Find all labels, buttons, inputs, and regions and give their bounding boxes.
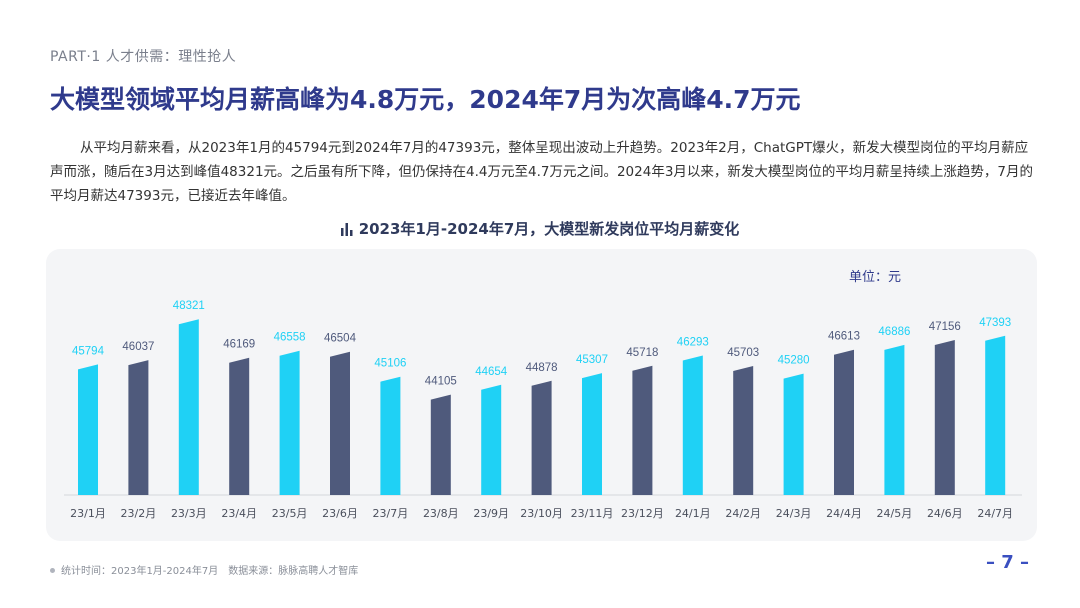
salary-bar-chart: 45794 23/1月 46037 23/2月 48321 23/3月 46169 23/4月…	[64, 300, 1022, 520]
x-tick-label: 23/11月	[571, 507, 614, 520]
data-source: 数据来源：脉脉高聘人才智库	[228, 566, 359, 577]
data-label: 46613	[828, 331, 860, 343]
x-tick-label: 23/12月	[621, 507, 664, 520]
data-label: 44105	[425, 376, 457, 388]
bar-24/4月	[834, 349, 854, 495]
x-tick-label: 24/6月	[927, 507, 963, 520]
bar-23/5月	[279, 350, 300, 495]
bar-23/11月	[582, 373, 602, 495]
stat-time: 统计时间：2023年1月-2024年7月	[61, 566, 219, 577]
x-tick-label: 23/9月	[473, 507, 509, 520]
bar-24/7月	[985, 335, 1006, 495]
x-tick-label: 23/6月	[322, 507, 358, 520]
intro-paragraph: 从平均月薪来看，从2023年1月的45794元到2024年7月的47393元，整…	[50, 139, 1034, 204]
data-label: 46169	[223, 339, 255, 351]
bar-23/12月	[632, 365, 653, 495]
x-tick-label: 24/7月	[977, 507, 1013, 520]
bar-23/3月	[178, 319, 199, 495]
bar-23/1月	[78, 364, 98, 495]
bar-23/4月	[229, 357, 250, 495]
x-tick-label: 23/4月	[221, 507, 257, 520]
bar-23/9月	[481, 384, 502, 495]
bar-24/2月	[733, 366, 754, 495]
data-label: 45280	[778, 355, 810, 367]
data-label: 45106	[374, 358, 406, 370]
x-tick-label: 23/7月	[373, 507, 409, 520]
unit-label: 单位：元	[849, 270, 902, 285]
x-tick-label: 23/2月	[121, 507, 157, 520]
footer-note: 统计时间：2023年1月-2024年7月 数据来源：脉脉高聘人才智库	[50, 562, 358, 577]
data-label: 45718	[626, 347, 658, 359]
bar-23/2月	[128, 360, 149, 495]
x-tick-label: 23/1月	[70, 507, 106, 520]
data-label: 45794	[72, 345, 105, 357]
x-tick-label: 24/1月	[675, 507, 711, 520]
data-label: 45703	[727, 347, 759, 359]
x-tick-label: 24/2月	[725, 507, 761, 520]
page-title: 大模型领域平均月薪高峰为4.8万元，2024年7月为次高峰4.7万元	[50, 85, 801, 114]
x-tick-label: 23/8月	[423, 507, 459, 520]
bar-23/6月	[330, 351, 350, 495]
bar-23/8月	[430, 394, 451, 495]
data-label: 44878	[526, 362, 558, 374]
x-tick-label: 23/5月	[272, 507, 308, 520]
data-label: 48321	[173, 300, 205, 312]
x-tick-label: 24/3月	[776, 507, 812, 520]
data-label: 46037	[122, 341, 154, 353]
x-tick-label: 24/4月	[826, 507, 862, 520]
bar-24/6月	[934, 340, 955, 495]
data-label: 46886	[878, 326, 910, 338]
bar-23/7月	[380, 376, 401, 495]
bar-24/1月	[682, 355, 703, 495]
data-label: 46504	[324, 333, 357, 345]
data-label: 44654	[475, 366, 508, 378]
data-label: 47156	[929, 321, 961, 333]
section-label: PART·1 人才供需：理性抢人	[50, 49, 237, 65]
data-label: 45307	[576, 354, 608, 366]
chart-title: 2023年1月-2024年7月，大模型新发岗位平均月薪变化	[358, 220, 740, 238]
bar-23/10月	[531, 380, 552, 495]
data-label: 46293	[677, 337, 709, 349]
chart-title-row: 2023年1月-2024年7月，大模型新发岗位平均月薪变化	[0, 218, 1080, 239]
x-tick-label: 23/10月	[520, 507, 563, 520]
bar-chart-icon	[340, 223, 353, 236]
data-label: 47393	[979, 317, 1011, 329]
bullet-dot-icon	[50, 568, 55, 573]
x-tick-label: 23/3月	[171, 507, 207, 520]
page-number: – 7 –	[986, 552, 1030, 573]
bar-24/3月	[783, 373, 804, 495]
data-label: 46558	[274, 332, 306, 344]
x-tick-label: 24/5月	[877, 507, 913, 520]
bar-24/5月	[884, 344, 905, 495]
